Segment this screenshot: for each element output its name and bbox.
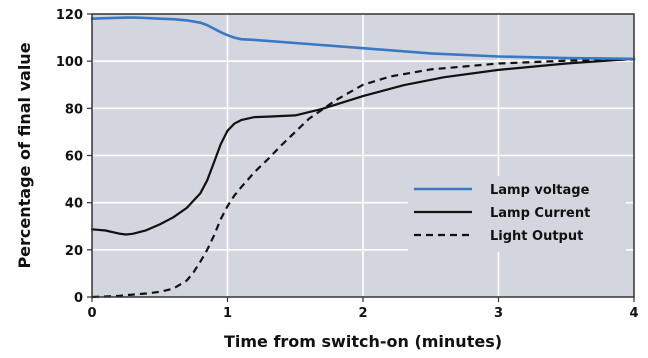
legend: Lamp voltage Lamp Current Light Output bbox=[408, 176, 626, 252]
series-line-lamp-voltage bbox=[90, 16, 636, 61]
x-tick-label: 2 bbox=[358, 306, 367, 321]
y-tick-label: 0 bbox=[74, 291, 83, 306]
legend-label: Lamp voltage bbox=[490, 183, 590, 198]
legend-label: Light Output bbox=[490, 229, 583, 244]
y-tick-label: 100 bbox=[56, 55, 83, 70]
x-axis-ticks: 0 1 2 3 4 bbox=[87, 297, 639, 321]
x-axis-title: Time from switch-on (minutes) bbox=[224, 332, 502, 351]
grid bbox=[92, 14, 634, 297]
y-tick-label: 40 bbox=[65, 197, 83, 212]
x-tick-label: 0 bbox=[87, 306, 96, 321]
y-tick-label: 20 bbox=[65, 244, 83, 259]
series-line-light-output bbox=[91, 58, 635, 299]
series-lines bbox=[90, 16, 636, 299]
y-tick-label: 80 bbox=[65, 102, 83, 117]
x-tick-label: 4 bbox=[629, 306, 638, 321]
legend-label: Lamp Current bbox=[490, 206, 590, 221]
y-tick-label: 120 bbox=[56, 8, 83, 23]
series-line-lamp-current bbox=[90, 57, 636, 236]
x-tick-label: 3 bbox=[494, 306, 503, 321]
y-axis-ticks: 0 20 40 60 80 100 120 bbox=[56, 8, 92, 306]
y-tick-label: 60 bbox=[65, 150, 83, 165]
x-tick-label: 1 bbox=[223, 306, 232, 321]
y-axis-title: Percentage of final value bbox=[15, 42, 34, 268]
